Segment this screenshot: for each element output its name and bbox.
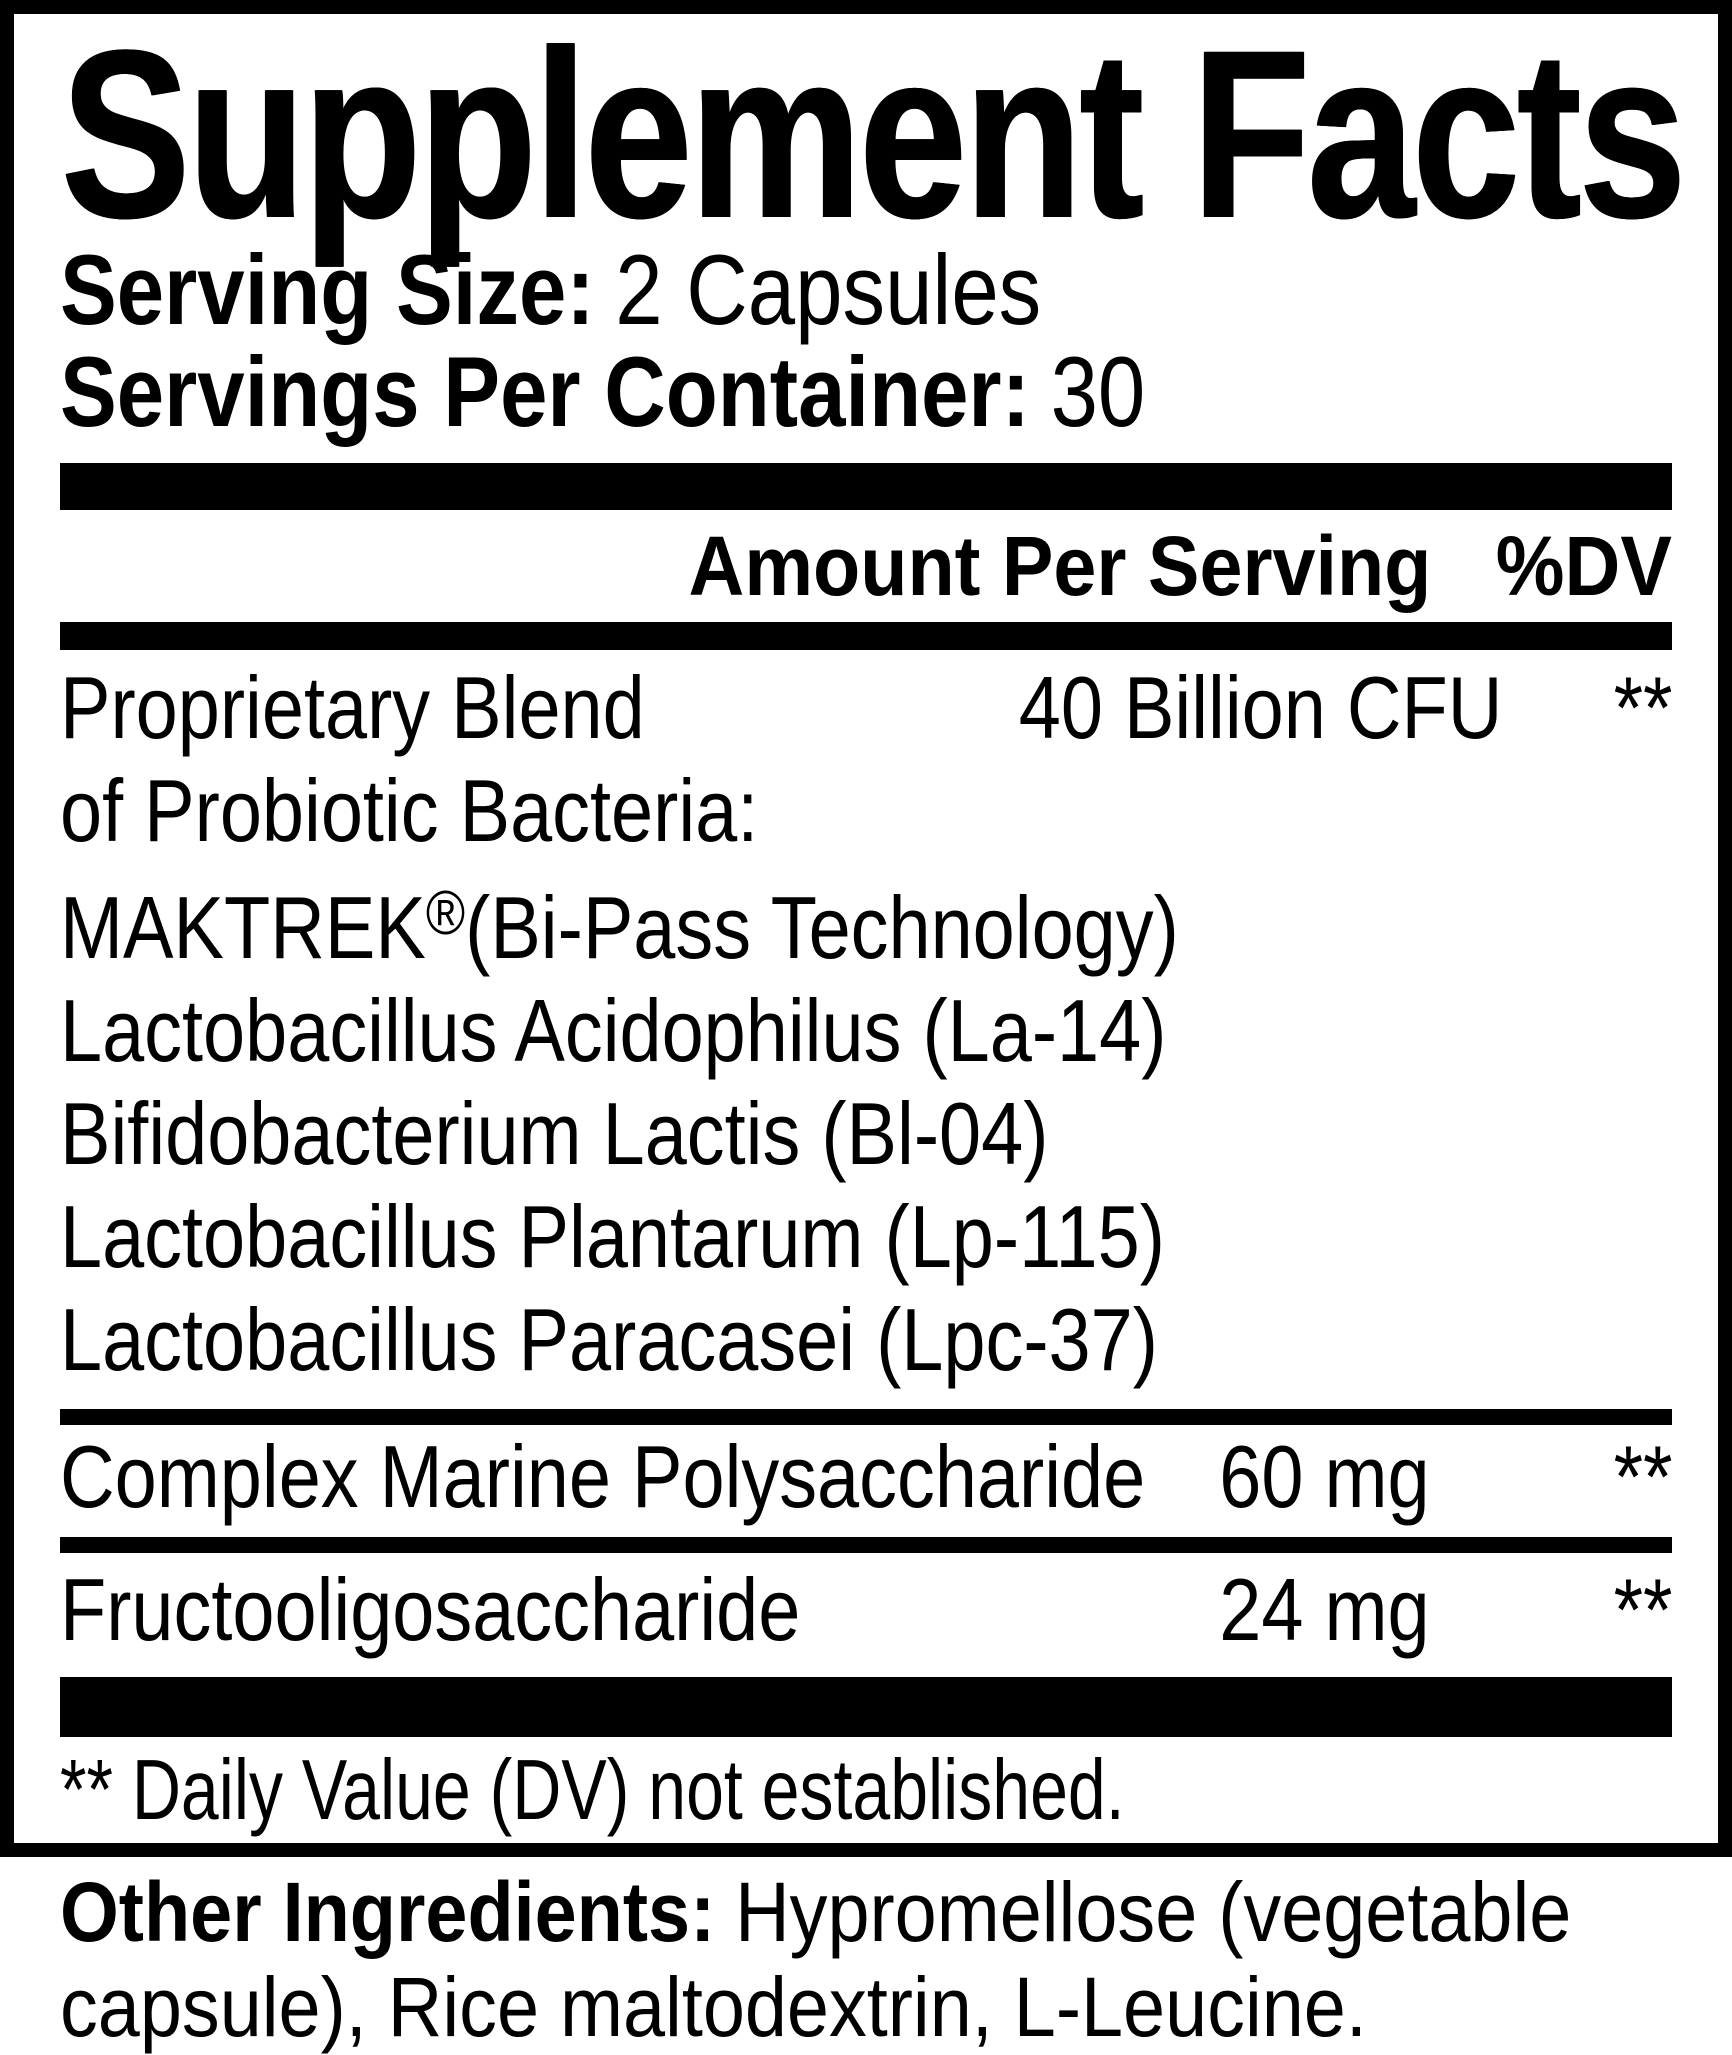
daily-value-footnote: ** Daily Value (DV) not established.	[60, 1743, 1125, 1838]
servings-per-container-row: Servings Per Container: 30	[60, 341, 1672, 443]
servings-per-container-value: 30	[1050, 336, 1146, 447]
separator-bar-footnote	[60, 1677, 1672, 1737]
serving-size-value: 2 Capsules	[615, 234, 1042, 345]
blend-line-5: Bifidobacterium Lactis (Bl-04)	[60, 1084, 1049, 1183]
divider	[60, 1537, 1672, 1553]
divider	[60, 1409, 1672, 1425]
column-header-row: Amount Per Serving %DV	[60, 516, 1672, 616]
blend-line-2: of Probiotic Bacteria:	[60, 761, 759, 860]
other-ingredients-section: Other Ingredients: Hypromellose (vegetabl…	[60, 1865, 1732, 2055]
maktrek-suffix: (Bi-Pass Technology)	[465, 878, 1179, 977]
blend-line-maktrek: MAKTREK®(Bi-Pass Technology)	[60, 862, 1179, 979]
fructooligosaccharide-dv: **	[1613, 1560, 1672, 1659]
blend-name-lines: Proprietary Blend of Probiotic Bacteria:…	[60, 656, 1179, 1391]
blend-line-1: Proprietary Blend	[60, 658, 645, 757]
blend-line-6: Lactobacillus Plantarum (Lp-115)	[60, 1187, 1165, 1286]
separator-bar-header	[60, 622, 1672, 650]
other-ingredients-label: Other Ingredients:	[60, 1865, 716, 1959]
fact-row-proprietary-blend: Proprietary Blend of Probiotic Bacteria:…	[60, 656, 1672, 1391]
blend-line-7: Lactobacillus Paracasei (Lpc-37)	[60, 1290, 1158, 1389]
fact-row-complex-marine: Complex Marine Polysaccharide 60 mg **	[60, 1425, 1672, 1528]
other-ingredients-value: Hypromellose (vegetable capsule), Rice m…	[60, 1865, 1572, 2054]
fructooligosaccharide-name: Fructooligosaccharide	[60, 1560, 801, 1659]
serving-size-label: Serving Size:	[60, 234, 595, 345]
maktrek-name: MAKTREK	[60, 878, 426, 977]
amount-per-serving-header: Amount Per Serving	[688, 519, 1432, 613]
complex-marine-name: Complex Marine Polysaccharide	[60, 1427, 1146, 1526]
complex-marine-amount: 60 mg	[1219, 1427, 1430, 1526]
separator-bar-top	[60, 463, 1672, 510]
panel-title: Supplement Facts	[60, 0, 1686, 268]
fact-row-fructooligosaccharide: Fructooligosaccharide 24 mg **	[60, 1558, 1672, 1661]
fructooligosaccharide-amount: 24 mg	[1219, 1560, 1430, 1659]
blend-dv: **	[1613, 658, 1672, 757]
serving-size-row: Serving Size: 2 Capsules	[60, 239, 1672, 341]
supplement-facts-panel: Supplement Facts Serving Size: 2 Capsules…	[0, 0, 1732, 1857]
blend-line-4: Lactobacillus Acidophilus (La-14)	[60, 981, 1167, 1080]
servings-per-container-label: Servings Per Container:	[60, 336, 1030, 447]
panel-title-row: Supplement Facts	[60, 14, 1686, 254]
percent-dv-header: %DV	[1495, 519, 1672, 613]
complex-marine-dv: **	[1613, 1427, 1672, 1526]
blend-amount: 40 Billion CFU	[1018, 658, 1503, 757]
registered-trademark-icon: ®	[425, 879, 466, 948]
